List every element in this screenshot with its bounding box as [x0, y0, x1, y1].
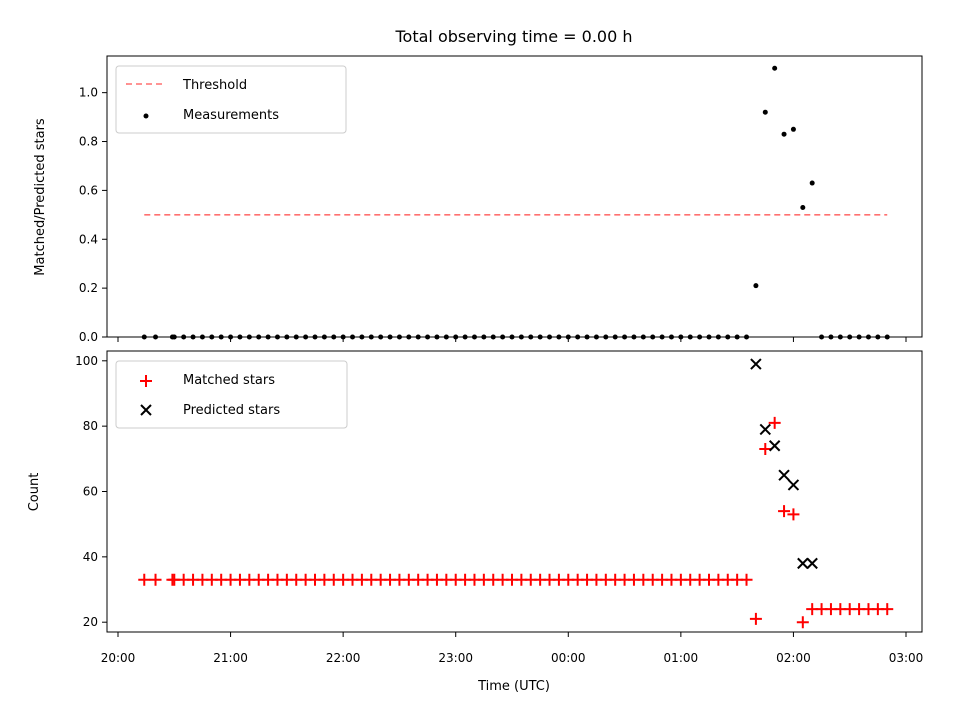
measurement-point — [790, 126, 796, 132]
bottom-plot-area: 20 40 60 80 100 20:00 21:00 22:00 23:00 00:00 01:0… — [75, 354, 923, 665]
bottom-legend: Matched stars Predicted stars — [115, 360, 348, 429]
measurement-point — [753, 283, 759, 289]
x-tick-label: 02:00 — [776, 651, 811, 665]
measurement-point — [762, 109, 768, 115]
predicted-star-point — [768, 440, 781, 452]
x-tick-label: 01:00 — [664, 651, 699, 665]
x-tick-label: 00:00 — [551, 651, 586, 665]
x-tick-label: 21:00 — [213, 651, 248, 665]
bottom-y-tick-label: 100 — [75, 354, 98, 368]
predicted-star-point — [797, 557, 809, 570]
x-tick-label: 23:00 — [438, 651, 473, 665]
predicted-star-point — [806, 557, 818, 570]
legend-predicted-label: Predicted stars — [183, 403, 280, 418]
matched-star-point — [796, 616, 809, 629]
bottom-legend-box — [115, 360, 348, 429]
bottom-axes-frame — [106, 350, 923, 633]
matched-star-point — [749, 612, 762, 625]
top-legend: Threshold Measurements — [115, 65, 347, 134]
predicted-star-point — [750, 358, 762, 370]
bottom-y-tick-label: 60 — [83, 485, 98, 499]
legend-matched-label: Matched stars — [183, 373, 275, 388]
matched-star-point — [138, 573, 151, 586]
x-tick-label: 20:00 — [101, 651, 136, 665]
matched-star-point — [740, 573, 753, 586]
matched-star-point — [759, 443, 772, 456]
chart-title: Total observing time = 0.00 h — [394, 27, 632, 46]
legend-threshold-label: Threshold — [182, 78, 247, 93]
bottom-y-axis-label: Count — [27, 473, 42, 512]
matched-star-point — [778, 505, 791, 518]
top-legend-box — [115, 65, 347, 134]
measurements-legend-swatch — [143, 113, 149, 119]
top-y-tick-label: 0.6 — [79, 183, 98, 197]
top-axes-frame — [106, 55, 923, 338]
predicted-legend-swatch — [140, 404, 152, 416]
top-panel: Total observing time = 0.00 h Matched/Pr… — [33, 27, 923, 344]
matched-star-point — [149, 573, 162, 586]
predicted-star-point — [759, 423, 771, 436]
measurement-point — [800, 204, 806, 210]
top-y-tick-label: 0.4 — [79, 232, 98, 246]
legend-measurements-label: Measurements — [183, 108, 279, 123]
measurement-point — [809, 180, 815, 186]
predicted-star-point — [778, 469, 790, 481]
x-axis-label: Time (UTC) — [477, 679, 550, 694]
bottom-y-tick-label: 20 — [83, 615, 98, 629]
predicted-star-point — [787, 479, 800, 491]
top-y-tick-label: 0.2 — [79, 281, 98, 295]
top-y-tick-label: 1.0 — [79, 86, 98, 100]
top-y-tick-label: 0.0 — [79, 330, 98, 344]
top-y-tick-label: 0.8 — [79, 135, 98, 149]
matched-legend-swatch — [140, 375, 152, 387]
measurement-point — [781, 131, 787, 137]
matched-star-point — [787, 508, 800, 521]
matched-star-point — [768, 416, 781, 429]
measurement-point — [772, 65, 778, 71]
bottom-panel: Count Time (UTC) 20 40 60 80 100 20:00 21:00 22… — [27, 350, 923, 694]
x-tick-label: 22:00 — [326, 651, 361, 665]
top-y-axis-label: Matched/Predicted stars — [33, 118, 48, 276]
x-tick-label: 03:00 — [889, 651, 924, 665]
bottom-y-tick-label: 80 — [83, 419, 98, 433]
bottom-y-tick-label: 40 — [83, 550, 98, 564]
matched-star-point — [881, 603, 894, 616]
